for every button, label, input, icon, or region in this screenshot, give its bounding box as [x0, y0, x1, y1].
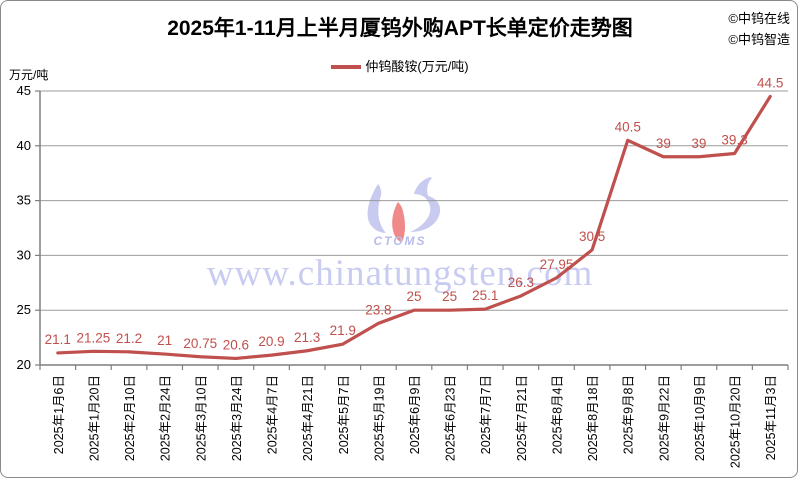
x-tick-label: 2025年3月24日 — [230, 375, 244, 461]
x-tick-label: 2025年2月10日 — [123, 375, 137, 461]
y-tick-label: 35 — [17, 193, 31, 208]
data-label: 25 — [442, 289, 457, 304]
x-tick-label: 2025年11月3日 — [764, 375, 778, 460]
x-tick-label: 2025年2月24日 — [159, 375, 173, 461]
data-label: 20.6 — [223, 337, 249, 352]
y-tick-label: 25 — [17, 302, 31, 317]
y-tick-label: 30 — [17, 247, 31, 262]
y-axis-unit-label: 万元/吨 — [9, 68, 49, 82]
data-label: 30.5 — [579, 229, 605, 244]
legend-line-marker — [331, 64, 362, 69]
data-label: 20.75 — [183, 336, 217, 351]
y-tick-label: 40 — [17, 138, 31, 153]
data-label: 25 — [406, 289, 421, 304]
x-tick-label: 2025年10月9日 — [693, 375, 707, 461]
x-tick-label: 2025年6月23日 — [444, 375, 458, 461]
price-line — [56, 94, 772, 361]
data-label: 23.8 — [365, 302, 391, 317]
y-tick-label: 20 — [17, 357, 31, 372]
y-tick-label: 45 — [17, 83, 31, 98]
data-label: 20.9 — [258, 334, 284, 349]
x-tick-label: 2025年6月9日 — [408, 375, 422, 454]
x-tick-label: 2025年10月20日 — [729, 375, 743, 468]
x-tick-label: 2025年8月4日 — [550, 375, 564, 454]
x-tick-label: 2025年3月10日 — [194, 375, 208, 461]
x-tick-label: 2025年5月19日 — [372, 375, 386, 461]
data-label: 44.5 — [757, 75, 783, 90]
data-label: 21.9 — [330, 323, 356, 338]
data-label: 21.3 — [294, 330, 320, 345]
data-label: 21.2 — [116, 331, 142, 346]
x-tick-label: 2025年4月7日 — [266, 375, 280, 454]
x-tick-label: 2025年7月7日 — [479, 375, 493, 454]
x-tick-label: 2025年5月7日 — [337, 375, 351, 454]
x-tick-label: 2025年8月18日 — [586, 375, 600, 461]
legend-label: 仲钨酸铵(万元/吨) — [365, 59, 469, 74]
x-tick-label: 2025年9月8日 — [622, 375, 636, 454]
credits: ©中钨在线 ©中钨智造 — [728, 8, 790, 50]
data-label: 21.1 — [45, 332, 71, 347]
x-tick-label: 2025年1月6日 — [52, 375, 66, 454]
x-tick-label: 2025年1月20日 — [87, 375, 101, 461]
credit-line-2: ©中钨智造 — [728, 32, 790, 47]
data-label: 25.1 — [472, 288, 498, 303]
data-label: 21 — [157, 333, 172, 348]
credit-line-1: ©中钨在线 — [728, 11, 790, 26]
chart-title: 2025年1-11月上半月厦钨外购APT长单定价走势图 — [167, 17, 633, 40]
data-label: 27.95 — [540, 257, 574, 272]
data-label: 39 — [656, 136, 671, 151]
x-tick-label: 2025年9月22日 — [657, 375, 671, 461]
data-label: 39.3 — [721, 132, 747, 147]
data-label: 39 — [691, 136, 706, 151]
legend: 仲钨酸铵(万元/吨) — [0, 56, 800, 75]
data-label: 21.25 — [77, 330, 111, 345]
data-label: 40.5 — [615, 119, 641, 134]
x-tick-label: 2025年7月21日 — [515, 375, 529, 461]
x-tick-label: 2025年4月21日 — [301, 375, 315, 461]
data-label: 26.3 — [508, 275, 534, 290]
